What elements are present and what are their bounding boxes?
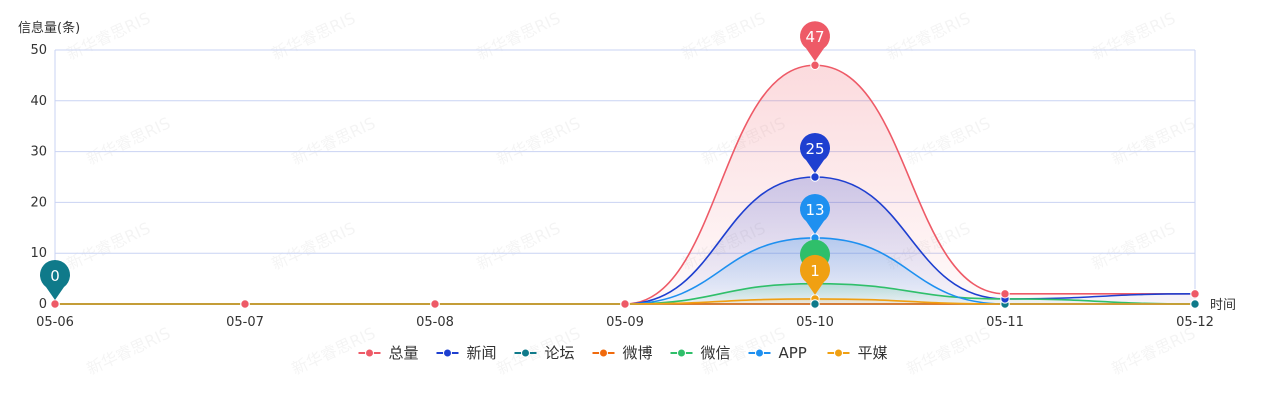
legend-item[interactable]: 微博: [592, 344, 653, 362]
data-point: [240, 299, 250, 309]
legend-label: 新闻: [467, 344, 497, 362]
data-point: [810, 172, 820, 182]
value-pin: [800, 193, 831, 234]
value-pin-label: 13: [805, 201, 824, 219]
legend: 总量 新闻 论坛 微博 微信 APP 平媒: [358, 344, 888, 362]
watermark-text: 新华睿思RIS: [474, 218, 564, 273]
y-tick-label: 40: [30, 94, 47, 109]
value-pin: [800, 254, 831, 295]
value-pin-label: 47: [805, 28, 824, 46]
watermark-text: 新华睿思RIS: [474, 8, 564, 63]
legend-swatch-dot: [443, 348, 452, 358]
x-axis-title: 时间: [1210, 298, 1236, 313]
watermark-text: 新华睿思RIS: [904, 113, 994, 168]
value-pin: [800, 21, 831, 62]
x-tick-label: 05-06: [36, 315, 74, 330]
legend-swatch-dot: [365, 348, 374, 358]
legend-label: 微博: [623, 344, 653, 362]
legend-item[interactable]: APP: [748, 344, 807, 362]
grid-lines: [54, 49, 1196, 309]
value-pin-label: 1: [810, 262, 820, 280]
value-pin-label: 25: [805, 140, 824, 158]
x-tick-label: 05-07: [226, 315, 264, 330]
value-pin-label: 0: [50, 267, 60, 285]
value-pin: [800, 132, 831, 173]
watermark-text: 新华睿思RIS: [1109, 323, 1199, 378]
legend-swatch-dot: [599, 348, 608, 358]
y-axis-title: 信息量(条): [18, 20, 80, 36]
series-area: [55, 237, 1195, 304]
y-tick-label: 10: [30, 246, 47, 261]
watermark-text: 新华睿思RIS: [84, 113, 174, 168]
watermark-text: 新华睿思RIS: [904, 323, 994, 378]
x-tick-label: 05-11: [986, 315, 1024, 330]
series-area: [55, 298, 1195, 304]
data-point: [50, 299, 60, 309]
y-tick-label: 0: [39, 297, 47, 312]
data-point: [1190, 289, 1200, 299]
legend-label: APP: [779, 344, 807, 362]
y-tick-label: 20: [30, 195, 47, 210]
watermark-text: 新华睿思RIS: [84, 323, 174, 378]
series-areas: [55, 65, 1195, 305]
legend-item[interactable]: 平媒: [827, 344, 888, 362]
watermark-text: 新华睿思RIS: [289, 113, 379, 168]
x-tick-label: 05-09: [606, 315, 644, 330]
legend-item[interactable]: 论坛: [514, 344, 575, 362]
legend-item[interactable]: 微信: [670, 344, 731, 362]
y-tick-label: 30: [30, 145, 47, 160]
legend-label: 平媒: [858, 344, 888, 362]
data-point: [810, 299, 820, 309]
legend-item[interactable]: 总量: [358, 344, 419, 362]
x-tick-label: 05-10: [796, 315, 834, 330]
watermark-text: 新华睿思RIS: [1089, 218, 1179, 273]
legend-swatch-dot: [834, 348, 843, 358]
legend-label: 微信: [701, 344, 731, 362]
x-tick-label: 05-08: [416, 315, 454, 330]
watermark-text: 新华睿思RIS: [679, 8, 769, 63]
watermark-text: 新华睿思RIS: [884, 8, 974, 63]
watermark-text: 新华睿思RIS: [494, 113, 584, 168]
data-point: [620, 299, 630, 309]
watermark-text: 新华睿思RIS: [64, 218, 154, 273]
watermark-text: 新华睿思RIS: [269, 8, 359, 63]
legend-item[interactable]: 新闻: [436, 344, 497, 362]
watermark-text: 新华睿思RIS: [1109, 113, 1199, 168]
y-tick-label: 50: [30, 43, 47, 58]
legend-swatch-dot: [521, 348, 530, 358]
legend-swatch-dot: [677, 348, 686, 358]
data-point: [810, 60, 820, 70]
value-pins: 47 25 0 13 1: [40, 21, 831, 300]
series-area: [55, 177, 1195, 304]
watermark-text: 新华睿思RIS: [269, 218, 359, 273]
data-point: [1190, 299, 1200, 309]
value-pin: [40, 260, 70, 300]
legend-label: 论坛: [545, 344, 575, 362]
watermark-text: 新华睿思RIS: [1089, 8, 1179, 63]
series-line: [54, 176, 1196, 305]
x-tick-label: 05-12: [1176, 315, 1214, 330]
watermark-text: 新华睿思RIS: [289, 323, 379, 378]
data-point: [1000, 289, 1010, 299]
legend-swatch-dot: [755, 348, 764, 358]
series-points: [50, 60, 1200, 309]
data-point: [430, 299, 440, 309]
legend-label: 总量: [389, 344, 419, 362]
